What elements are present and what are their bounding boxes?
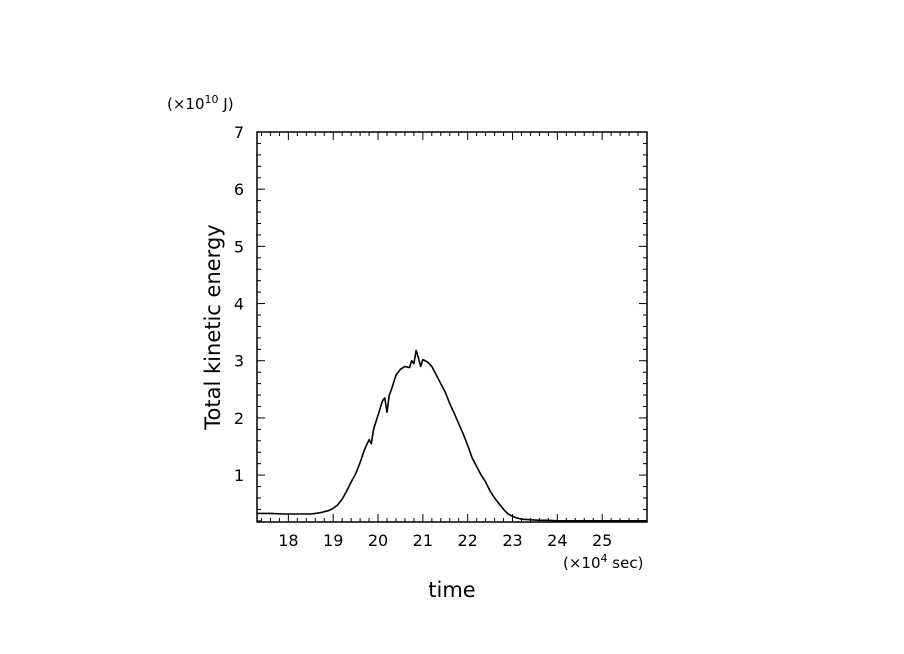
y-unit-exp: 10 xyxy=(205,93,219,106)
plot-frame xyxy=(256,131,648,523)
x-axis-ticks xyxy=(260,132,648,522)
x-tick-label: 22 xyxy=(458,531,478,550)
y-unit-prefix: (×10 xyxy=(167,95,205,113)
x-tick-label: 20 xyxy=(368,531,388,550)
x-tick-label: 18 xyxy=(278,531,298,550)
x-axis-title: time xyxy=(428,578,475,602)
x-unit-suffix: sec) xyxy=(608,554,644,572)
y-tick-label: 7 xyxy=(234,123,244,142)
series-line xyxy=(257,349,647,522)
y-unit-suffix: J) xyxy=(219,95,234,113)
x-unit-exp: 4 xyxy=(601,552,608,565)
y-tick-label: 3 xyxy=(234,352,244,371)
x-tick-label: 24 xyxy=(547,531,567,550)
y-tick-label: 1 xyxy=(234,466,244,485)
y-axis-title: Total kinetic energy xyxy=(201,224,225,430)
y-tick-label: 4 xyxy=(234,295,244,314)
x-unit-label: (×104 sec) xyxy=(563,552,643,572)
x-tick-labels: 18 19 20 21 22 23 24 25 xyxy=(278,531,612,550)
x-tick-label: 25 xyxy=(592,531,612,550)
y-axis-ticks xyxy=(257,131,647,522)
y-tick-labels: 1 2 3 4 5 6 7 xyxy=(234,123,244,485)
x-tick-label: 21 xyxy=(413,531,433,550)
x-tick-label: 23 xyxy=(502,531,522,550)
y-tick-label: 2 xyxy=(234,409,244,428)
y-tick-label: 5 xyxy=(234,237,244,256)
y-unit-label: (×1010 J) xyxy=(167,93,234,113)
y-tick-label: 6 xyxy=(234,180,244,199)
x-tick-label: 19 xyxy=(323,531,343,550)
x-unit-prefix: (×10 xyxy=(563,554,601,572)
